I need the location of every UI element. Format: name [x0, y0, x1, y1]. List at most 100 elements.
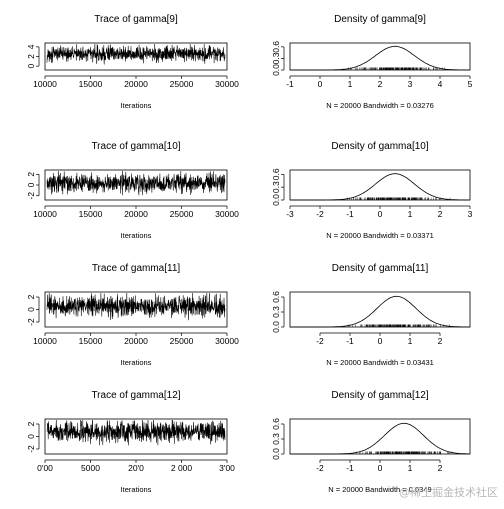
x-tick-label: 1	[408, 209, 413, 219]
x-tick-label: 30000	[215, 209, 239, 219]
x-tick-label: 0	[378, 209, 383, 219]
panel-title: Trace of gamma[10]	[91, 141, 180, 152]
x-tick-label: 20000	[124, 79, 148, 89]
rug-marks	[348, 67, 445, 70]
x-tick-label: 2	[378, 79, 383, 89]
x-tick-label: 25000	[170, 336, 194, 346]
x-axis-label: Iterations	[121, 101, 152, 110]
y-tick-label: 0	[26, 64, 36, 69]
y-tick-label: 0.3	[271, 52, 281, 64]
x-tick-label: 10000	[33, 79, 57, 89]
plot-frame	[289, 42, 471, 71]
x-axis-label: Iterations	[121, 231, 152, 240]
rug-marks	[347, 197, 451, 200]
panel-2: Density of gamma[9] -1 0 1 2 3 4 5 N = 20000 Ban…	[271, 14, 473, 110]
rug-marks	[347, 324, 450, 327]
x-tick-label: -2	[316, 209, 324, 219]
y-tick-label: 0.6	[271, 168, 281, 180]
x-tick-label: 4	[438, 79, 443, 89]
y-tick-label: 2	[26, 421, 36, 426]
x-tick-label: 0	[378, 463, 383, 473]
panel-title: Density of gamma[10]	[331, 141, 428, 152]
rug-marks	[356, 451, 453, 454]
plot-frame	[44, 418, 228, 455]
x-tick-label: 10000	[33, 336, 57, 346]
plot-frame	[289, 291, 471, 328]
x-tick-label: -3	[286, 209, 294, 219]
y-tick-label: 0	[26, 434, 36, 439]
panel-5: Trace of gamma[11] 10000 15000 20000 25000 30…	[26, 263, 239, 367]
x-tick-label: -2	[316, 463, 324, 473]
panel-6: Density of gamma[11] -2 -1 0 1 2 N = 20000 Ban…	[271, 263, 471, 367]
y-tick-label: 2	[26, 294, 36, 299]
y-tick-label: 4	[26, 44, 36, 49]
x-tick-label: 30000	[215, 336, 239, 346]
x-tick-label: -1	[346, 336, 354, 346]
panel-7: Trace of gamma[12] 0'00 5000 20'0 2 000 3'00 I…	[26, 390, 235, 494]
panel-title: Density of gamma[9]	[334, 14, 426, 25]
panel-title: Density of gamma[11]	[332, 263, 429, 274]
plot-frame	[289, 418, 471, 455]
x-tick-label: 25000	[170, 79, 194, 89]
x-tick-label: 1	[408, 336, 413, 346]
x-tick-label: 3	[408, 79, 413, 89]
x-tick-label: 5000	[81, 463, 100, 473]
x-axis-label: Iterations	[121, 358, 152, 367]
y-tick-label: -2	[26, 318, 36, 326]
x-tick-label: 20000	[124, 336, 148, 346]
density-curve	[290, 295, 470, 328]
x-tick-label: 0	[318, 79, 323, 89]
panel-title: Trace of gamma[12]	[91, 390, 180, 401]
panel-1: Trace of gamma[9] 10000 15000 20000 25000 300…	[26, 14, 239, 110]
plot-frame	[44, 169, 228, 201]
x-tick-label: 3	[468, 209, 473, 219]
y-tick-label: 0	[26, 307, 36, 312]
plot-frame	[44, 42, 228, 71]
panel-3: Trace of gamma[10] 10000 15000 20000 25000 30…	[26, 141, 239, 240]
x-tick-label: -2	[316, 336, 324, 346]
panel-title: Density of gamma[12]	[331, 390, 428, 401]
y-tick-label: 0.6	[271, 41, 281, 53]
x-axis-label: Iterations	[121, 485, 152, 494]
x-tick-label: -1	[286, 79, 294, 89]
x-axis-label: N = 20000 Bandwidth = 0.03276	[326, 101, 434, 110]
watermark-text: @稀土掘金技术社区	[399, 486, 498, 499]
y-tick-label: 2	[26, 172, 36, 177]
x-tick-label: 3'00	[219, 463, 235, 473]
x-tick-label: 2	[438, 463, 443, 473]
x-tick-label: 15000	[79, 79, 103, 89]
trace-line	[46, 170, 226, 196]
x-tick-label: 10000	[33, 209, 57, 219]
panel-title: Trace of gamma[11]	[92, 263, 181, 274]
x-tick-label: 1	[348, 79, 353, 89]
x-tick-label: 20000	[124, 209, 148, 219]
x-tick-label: 25000	[170, 209, 194, 219]
plot-frame	[44, 291, 228, 328]
y-tick-label: -2	[26, 445, 36, 453]
y-tick-label: 2	[26, 54, 36, 59]
panel-4: Density of gamma[10] -3 -2 -1 0 1 2 3 N = 20000 …	[271, 141, 473, 240]
panel-title: Trace of gamma[9]	[94, 14, 178, 25]
x-tick-label: 2	[438, 336, 443, 346]
y-tick-label: 0.3	[271, 433, 281, 445]
x-axis-label: N = 20000 Bandwidth = 0.03431	[326, 358, 434, 367]
y-tick-label: 0.0	[271, 194, 281, 206]
x-tick-label: 2 000	[171, 463, 193, 473]
y-tick-label: -2	[26, 192, 36, 200]
y-tick-label: 0.3	[271, 181, 281, 193]
x-tick-label: 2	[438, 209, 443, 219]
trace-line	[46, 292, 226, 321]
density-curve	[290, 45, 470, 71]
y-tick-label: 0.6	[271, 418, 281, 430]
x-tick-label: 20'0	[128, 463, 144, 473]
y-tick-label: 0.3	[271, 306, 281, 318]
trace-line	[46, 419, 226, 446]
y-tick-label: 0.0	[271, 64, 281, 76]
density-curve	[290, 422, 470, 455]
plot-frame	[289, 169, 471, 201]
x-axis-label: N = 20000 Bandwidth = 0.03371	[326, 231, 434, 240]
x-tick-label: 15000	[79, 336, 103, 346]
y-tick-label: 0.0	[271, 321, 281, 333]
